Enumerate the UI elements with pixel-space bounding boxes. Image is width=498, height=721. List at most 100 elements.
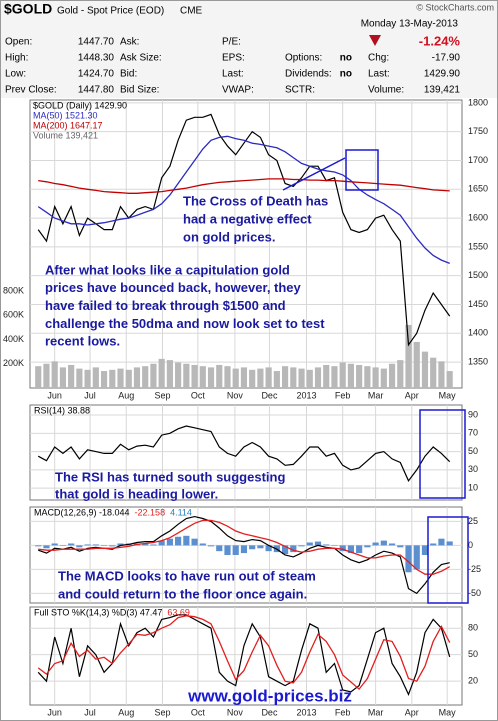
bar	[43, 545, 50, 549]
bar	[314, 541, 322, 546]
y-tick-label: 1450	[468, 299, 488, 309]
bar	[84, 544, 91, 546]
x-tick-label: 2013	[296, 390, 316, 400]
security-name: Gold - Spot Price (EOD)	[57, 6, 164, 17]
symbol: $GOLD	[4, 1, 52, 17]
y-tick-label: 50	[468, 649, 478, 659]
quote-label: Dividends:	[285, 69, 332, 80]
quote-value: 1448.30	[78, 53, 115, 64]
bar	[207, 545, 215, 547]
bar	[290, 367, 297, 388]
bar	[68, 364, 75, 388]
bar	[117, 543, 124, 546]
bar	[356, 545, 363, 554]
plot	[30, 507, 462, 603]
bar	[84, 369, 91, 388]
series-line	[38, 178, 450, 194]
bar	[142, 366, 149, 388]
footer-url: www.gold-prices.biz	[187, 686, 352, 705]
x-tick-label: Jun	[47, 390, 62, 400]
y-tick-label: 1800	[468, 97, 488, 107]
bar	[331, 366, 338, 388]
x-tick-label: Mar	[368, 707, 384, 717]
bar	[150, 544, 157, 546]
bar	[166, 538, 173, 546]
x-tick-label: Mar	[368, 390, 384, 400]
y-tick-label: 1350	[468, 356, 488, 366]
bar	[323, 544, 330, 546]
y2-tick-label: 600K	[3, 310, 24, 320]
series-line	[37, 113, 451, 347]
y-tick-label: 25	[468, 516, 478, 526]
bar	[191, 364, 198, 388]
bar	[117, 368, 124, 388]
y-tick-label: 1600	[468, 212, 488, 222]
bar	[191, 538, 198, 546]
y-tick-label: 30	[468, 464, 478, 474]
bar	[339, 545, 346, 552]
quote-label: SCTR:	[285, 85, 315, 96]
bar	[339, 362, 346, 388]
bar	[380, 540, 387, 546]
legend-entry: RSI(14) 38.88	[34, 405, 90, 415]
bar	[347, 363, 354, 388]
quote-value: no	[340, 53, 352, 64]
annotation: The Cross of Death has	[183, 193, 328, 208]
annotation: recent lows.	[45, 334, 120, 349]
quote-value: -17.90	[432, 53, 461, 64]
bar	[347, 545, 354, 554]
bar	[216, 364, 223, 388]
y-tick-label: 0	[468, 540, 473, 550]
y-tick-label: 1700	[468, 155, 488, 165]
quote-value: 1447.70	[78, 37, 115, 48]
bar	[158, 358, 165, 388]
bar	[356, 364, 363, 388]
y2-tick-label: 800K	[3, 285, 24, 295]
bar	[364, 366, 371, 388]
x-tick-label: Apr	[405, 390, 419, 400]
plot	[30, 405, 462, 500]
y-tick-label: 1750	[468, 126, 488, 136]
y-tick-label: 1550	[468, 241, 488, 251]
bar	[306, 369, 313, 388]
annotation: have failed to break through $1500 and	[45, 298, 286, 313]
bar	[331, 545, 338, 546]
highlight-box	[419, 409, 466, 499]
date: Monday 13-May-2013	[361, 19, 459, 30]
quote-label: P/E:	[222, 37, 241, 48]
plot	[30, 607, 462, 705]
bar	[240, 545, 248, 554]
quote-label: Last:	[222, 69, 244, 80]
bar	[298, 368, 305, 388]
annotation: that gold is heading lower.	[55, 486, 218, 501]
watermark: © StockCharts.com	[416, 2, 494, 12]
x-tick-label: Feb	[335, 390, 351, 400]
bar	[249, 545, 256, 550]
y-tick-label: 90	[468, 409, 478, 419]
bar	[51, 543, 58, 546]
x-tick-label: 2013	[296, 707, 316, 717]
quote-label: Chg:	[368, 53, 389, 64]
annotation: The RSI has turned south suggesting	[55, 469, 285, 484]
arrow-line	[282, 157, 346, 191]
bar	[35, 366, 42, 388]
bar	[76, 545, 83, 548]
bar	[76, 368, 83, 388]
bar	[405, 545, 412, 573]
bar	[290, 545, 297, 553]
bar	[232, 368, 239, 388]
x-tick-label: Nov	[227, 390, 244, 400]
bar	[257, 368, 264, 388]
bar	[273, 371, 280, 388]
bar	[265, 367, 272, 388]
bar	[51, 361, 58, 388]
y-tick-label: 1500	[468, 270, 488, 280]
y-tick-label: 1650	[468, 184, 488, 194]
legend-entry: Volume 139,421	[33, 130, 98, 140]
bar	[109, 369, 116, 388]
bar	[232, 545, 239, 555]
bar	[224, 545, 231, 555]
plot	[30, 100, 462, 388]
bar	[430, 357, 437, 388]
bar	[207, 367, 215, 388]
